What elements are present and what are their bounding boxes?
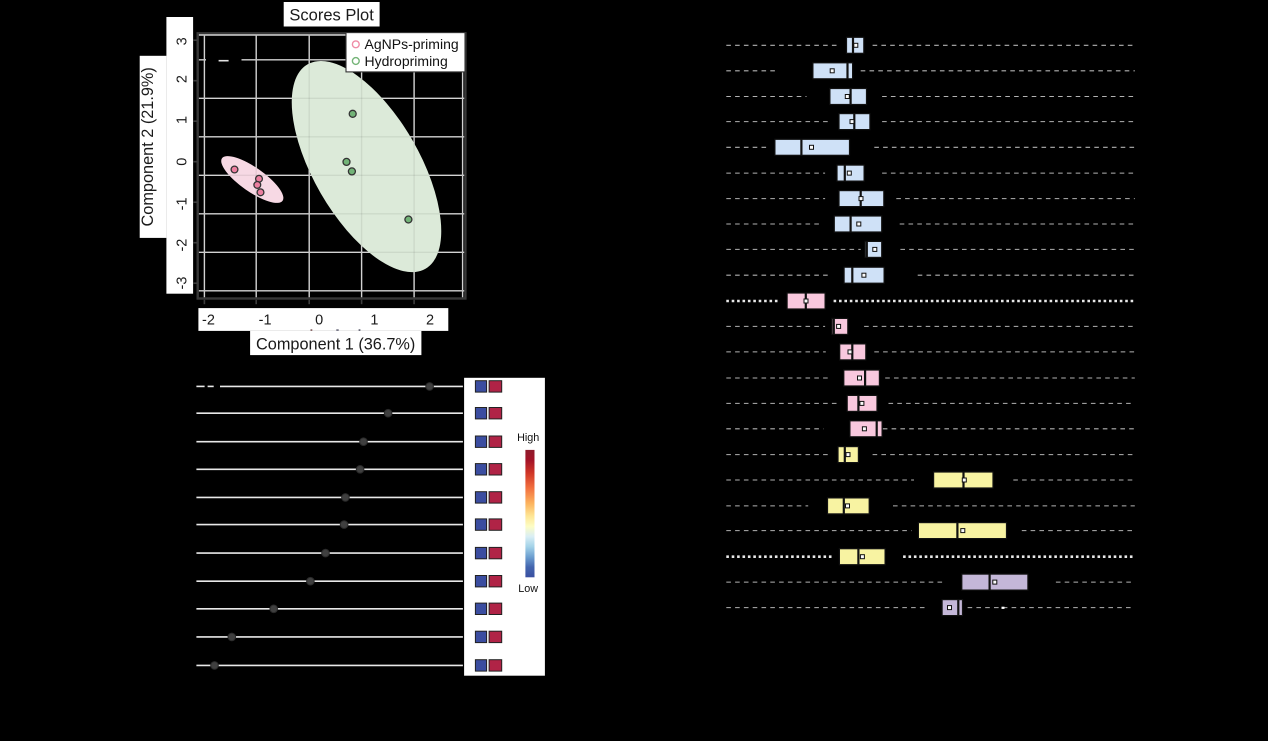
svg-text:Component 2 (21.9%): Component 2 (21.9%) — [139, 67, 157, 226]
svg-text:-3: -3 — [174, 277, 190, 290]
svg-text:Low: Low — [518, 583, 538, 595]
svg-text:Hydropriming: Hydropriming — [365, 53, 448, 69]
svg-text:-1: -1 — [174, 197, 190, 210]
svg-text:1: 1 — [174, 116, 190, 124]
svg-text:1: 1 — [370, 313, 378, 329]
svg-text:0: 0 — [315, 313, 323, 329]
svg-text:-2: -2 — [202, 313, 215, 329]
svg-text:-1: -1 — [259, 313, 272, 329]
svg-text:2: 2 — [426, 313, 434, 329]
svg-text:2: 2 — [174, 75, 190, 83]
svg-text:Component 1 (36.7%): Component 1 (36.7%) — [256, 336, 415, 354]
svg-text:-2: -2 — [174, 239, 190, 252]
svg-text:Scores Plot: Scores Plot — [289, 7, 374, 25]
svg-text:3: 3 — [174, 37, 190, 45]
svg-text:High: High — [517, 432, 539, 444]
svg-text:0: 0 — [174, 158, 190, 166]
svg-text:AgNPs-priming: AgNPs-priming — [365, 36, 459, 52]
